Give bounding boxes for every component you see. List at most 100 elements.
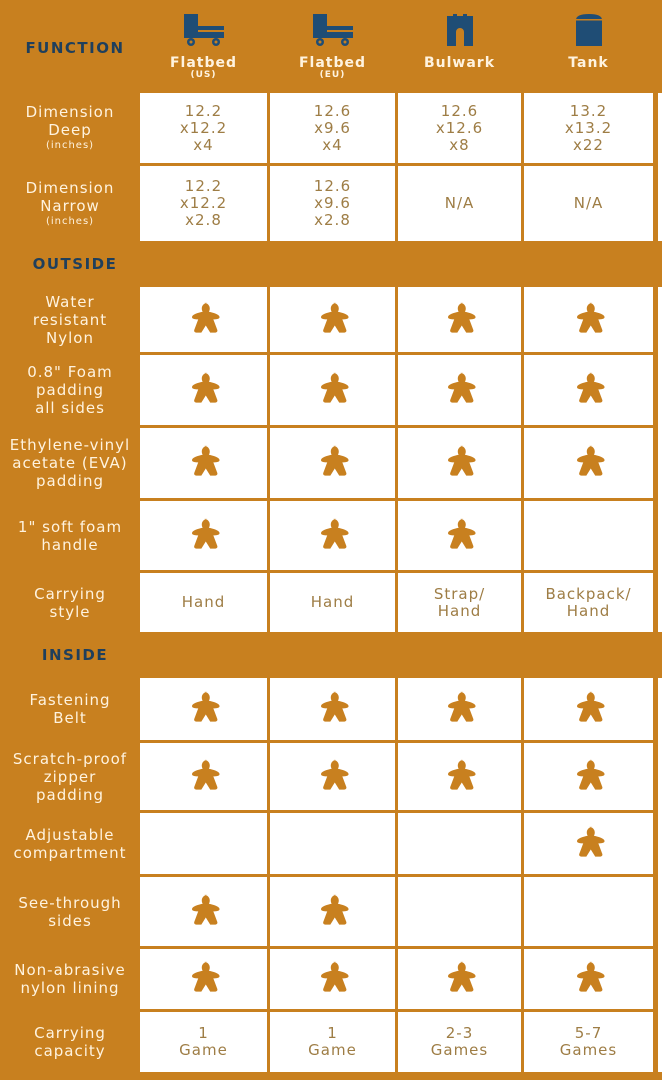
meeple-check-icon (186, 302, 222, 338)
table-cell: 1 Game (140, 1012, 267, 1072)
row-label-text: Carrying capacity (34, 1024, 106, 1060)
column-name: Tank (568, 55, 609, 71)
table-cell (140, 428, 267, 498)
row-label: See-through sides (0, 877, 140, 946)
cell-value: 1 Game (308, 1024, 357, 1059)
row-label: Non-abrasive nylon lining (0, 949, 140, 1009)
cell-value: 12.6 x12.6 x8 (435, 101, 484, 154)
cell-value: Hand (181, 593, 226, 611)
cell-value: 5-7 Games (559, 1024, 618, 1059)
table-cell (398, 678, 521, 740)
section-heading-inside: INSIDE (41, 645, 109, 664)
table-cell: 12.2 x12.2 x2.8 (140, 166, 267, 241)
column-name: Bulwark (423, 55, 496, 71)
meeple-check-icon (571, 759, 607, 795)
meeple-check-icon (186, 894, 222, 930)
table-cell (140, 501, 267, 570)
table-cell (270, 501, 395, 570)
meeple-check-icon (442, 759, 478, 795)
meeple-check-icon (571, 826, 607, 862)
cell-value: Backpack/ Hand (545, 584, 632, 620)
table-cell (140, 355, 267, 425)
row-label-text: Adjustable compartment (13, 825, 127, 862)
table-cell (270, 743, 395, 810)
column-name: Flatbed (298, 55, 367, 71)
column-name: Flatbed (169, 55, 238, 71)
table-cell (398, 813, 521, 874)
meeple-check-icon (186, 445, 222, 481)
table-cell (398, 877, 521, 946)
table-cell (524, 428, 653, 498)
table-cell (398, 355, 521, 425)
table-cell (140, 743, 267, 810)
cell-value: N/A (444, 194, 475, 212)
table-cell: Strap/ Hand (398, 573, 521, 632)
column-subtitle: (EU) (319, 70, 346, 80)
cell-value: 12.2 x12.2 x4 (179, 101, 228, 154)
table-cell: Hand (140, 573, 267, 632)
table-cell (398, 428, 521, 498)
row-label-text: Fastening Belt (29, 691, 111, 727)
table-cell: 2-3 Games (398, 1012, 521, 1072)
meeple-check-icon (186, 518, 222, 554)
flatbed-truck-icon (270, 12, 395, 48)
cell-value: 12.2 x12.2 x2.8 (179, 177, 228, 229)
meeple-check-icon (571, 961, 607, 997)
meeple-check-icon (186, 961, 222, 997)
row-label: Fastening Belt (0, 678, 140, 740)
meeple-check-icon (571, 445, 607, 481)
meeple-check-icon (315, 302, 351, 338)
table-cell (270, 813, 395, 874)
table-cell (270, 355, 395, 425)
row-label-text: 0.8" Foam padding all sides (27, 363, 113, 417)
row-label: Dimension Deep (inches) (0, 93, 140, 163)
meeple-check-icon (315, 759, 351, 795)
meeple-check-icon (442, 372, 478, 408)
table-cell (398, 949, 521, 1009)
meeple-check-icon (442, 518, 478, 554)
table-cell: 12.6 x12.6 x8 (398, 93, 521, 163)
row-label-text: Non-abrasive nylon lining (14, 961, 126, 997)
table-cell (270, 678, 395, 740)
table-cell (140, 678, 267, 740)
meeple-check-icon (571, 691, 607, 727)
function-heading: FUNCTION (25, 39, 125, 57)
table-cell (524, 355, 653, 425)
row-label: Water resistant Nylon (0, 287, 140, 352)
column-header: Bulwark (398, 56, 521, 70)
meeple-check-icon (315, 691, 351, 727)
meeple-check-icon (186, 372, 222, 408)
table-cell (524, 949, 653, 1009)
meeple-check-icon (315, 372, 351, 408)
row-label-note: (inches) (45, 215, 95, 227)
cell-value: 2-3 Games (430, 1024, 489, 1059)
tank-box-icon (524, 12, 653, 48)
row-label-text: Dimension Deep (25, 103, 115, 139)
table-cell: 12.2 x12.2 x4 (140, 93, 267, 163)
table-cell (398, 287, 521, 352)
row-label: Carrying capacity (0, 1012, 140, 1072)
row-label: Adjustable compartment (0, 813, 140, 874)
partial-column-edge (658, 678, 662, 1072)
meeple-check-icon (315, 445, 351, 481)
table-cell (140, 287, 267, 352)
cell-value: 12.6 x9.6 x2.8 (313, 177, 352, 229)
table-cell: 12.6 x9.6 x4 (270, 93, 395, 163)
column-header: Flatbed (EU) (270, 56, 395, 81)
cell-value: 12.6 x9.6 x4 (313, 101, 352, 154)
table-cell (524, 501, 653, 570)
table-cell: N/A (398, 166, 521, 241)
table-cell (398, 743, 521, 810)
column-subtitle: (US) (190, 70, 217, 80)
row-label: Scratch-proof zipper padding (0, 743, 140, 810)
bulwark-castle-icon (398, 12, 521, 48)
row-label: Dimension Narrow (inches) (0, 166, 140, 241)
meeple-check-icon (442, 691, 478, 727)
partial-column-edge (658, 93, 662, 241)
cell-value: N/A (573, 194, 604, 212)
meeple-check-icon (186, 691, 222, 727)
column-header: Tank (524, 56, 653, 70)
row-label: 1" soft foam handle (0, 501, 140, 570)
table-cell (270, 949, 395, 1009)
row-label-text: Carrying style (34, 584, 106, 621)
